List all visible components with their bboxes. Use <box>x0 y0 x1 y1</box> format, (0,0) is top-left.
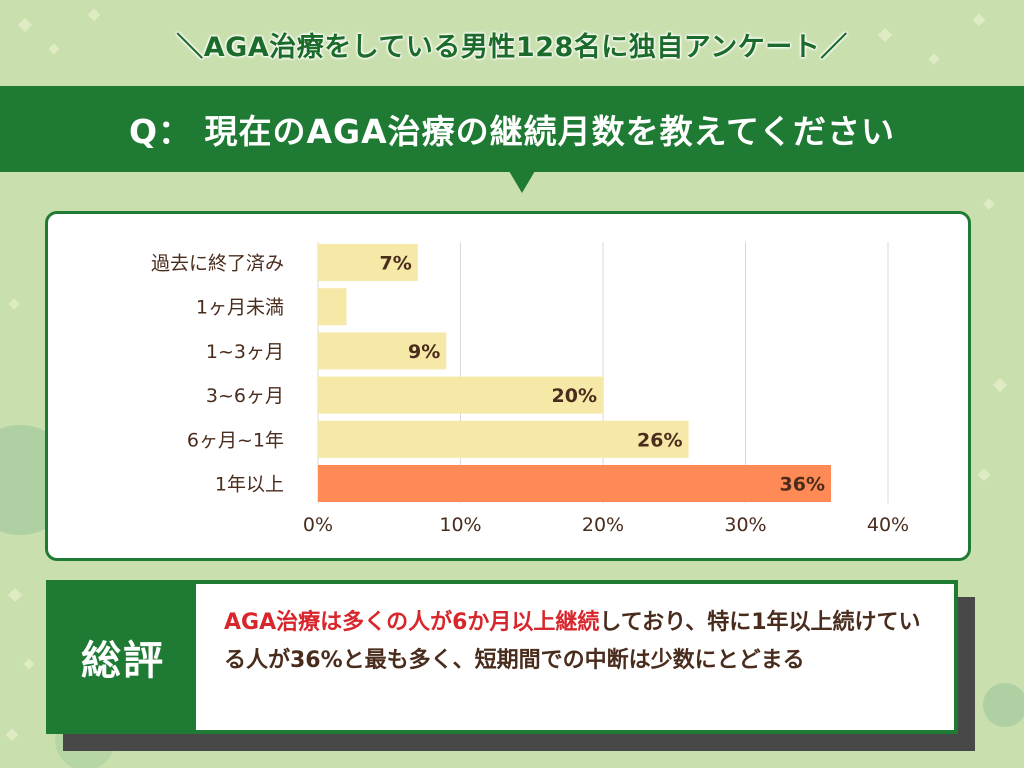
bar <box>318 288 347 326</box>
value-label: 26% <box>637 429 682 451</box>
value-label: 36% <box>780 474 825 496</box>
summary-rest: しており、特に1年以上続けている人が36%と最も多く、短期間での中断は少数にとど… <box>224 610 921 673</box>
summary-text: AGA治療は多くの人が6か月以上継続しており、特に1年以上続けている人が36%と… <box>224 604 934 680</box>
summary-box: 総評 AGA治療は多くの人が6か月以上継続しており、特に1年以上続けている人が3… <box>46 580 958 734</box>
summary-highlight: AGA治療は多くの人が6か月以上継続 <box>224 610 600 635</box>
x-tick-label: 30% <box>724 514 766 536</box>
bar-highlight <box>318 465 831 502</box>
category-label: 1ヶ月未満 <box>196 297 284 319</box>
bar <box>318 376 603 414</box>
x-tick-label: 10% <box>439 514 481 536</box>
category-label: 3~6ヶ月 <box>206 385 284 407</box>
category-label: 1年以上 <box>215 474 284 496</box>
bar-chart: 0% 10% 20% 30% 40% 過去に終了済み 7% 1ヶ月未満 1~3ヶ月 9% 3~6ヶ月… <box>151 242 909 536</box>
chart-card: 0% 10% 20% 30% 40% 過去に終了済み 7% 1ヶ月未満 1~3ヶ月 9% 3~6ヶ月… <box>45 211 971 561</box>
question-text: Q： 現在のAGA治療の継続月数を教えてください <box>128 112 896 151</box>
summary-label: 総評 <box>50 584 196 730</box>
x-tick-label: 20% <box>582 514 624 536</box>
x-tick-label: 0% <box>303 514 333 536</box>
value-label: 7% <box>379 253 411 275</box>
bar <box>318 244 418 281</box>
category-label: 過去に終了済み <box>151 253 284 275</box>
question-pointer <box>509 171 535 193</box>
category-label: 1~3ヶ月 <box>206 341 284 363</box>
bar <box>318 420 689 458</box>
category-label: 6ヶ月~1年 <box>187 429 284 451</box>
bar <box>318 332 447 370</box>
question-band: Q： 現在のAGA治療の継続月数を教えてください <box>0 86 1024 172</box>
value-label: 9% <box>408 341 440 363</box>
value-label: 20% <box>552 385 597 407</box>
headline: ＼AGA治療をしている男性128名に独自アンケート／ <box>176 31 848 63</box>
x-tick-label: 40% <box>867 514 909 536</box>
